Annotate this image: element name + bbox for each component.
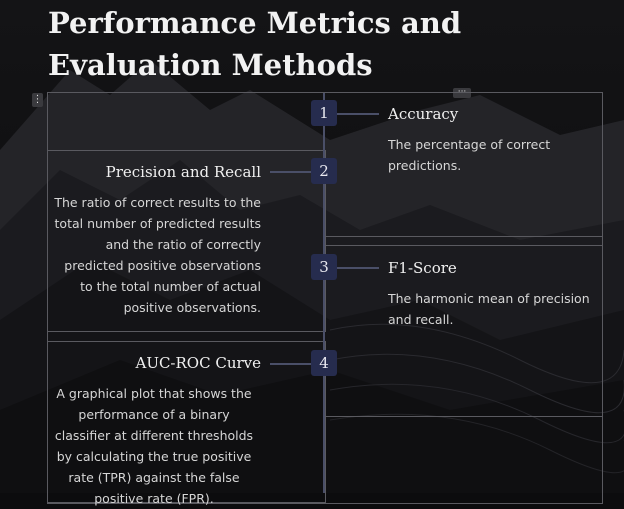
timeline-item-description: A graphical plot that shows the performa… bbox=[54, 386, 254, 506]
selection-frame-item-2 bbox=[47, 150, 326, 332]
step-number-badge: 2 bbox=[311, 158, 337, 184]
timeline-connector bbox=[270, 363, 312, 365]
timeline-item-heading: AUC-ROC Curve bbox=[135, 354, 261, 372]
timeline-item-description: The harmonic mean of precision and recal… bbox=[388, 291, 590, 327]
timeline-spine bbox=[323, 93, 325, 493]
timeline-item-heading: Accuracy bbox=[388, 105, 459, 123]
timeline-item-heading: F1-Score bbox=[388, 259, 457, 277]
timeline-item-description: The percentage of correct predictions. bbox=[388, 137, 551, 173]
step-number-badge: 1 bbox=[311, 100, 337, 126]
step-number-badge: 3 bbox=[311, 254, 337, 280]
timeline-connector bbox=[270, 171, 312, 173]
drag-handle-icon[interactable]: ⋮ bbox=[32, 93, 43, 107]
timeline-connector bbox=[337, 267, 379, 269]
timeline-item-description: The ratio of correct results to the tota… bbox=[54, 195, 261, 315]
step-number-badge: 4 bbox=[311, 350, 337, 376]
timeline-item-heading: Precision and Recall bbox=[105, 163, 261, 181]
page-title: Performance Metrics and Evaluation Metho… bbox=[48, 6, 462, 82]
timeline-connector bbox=[337, 113, 379, 115]
selection-frame-item-3 bbox=[324, 245, 603, 417]
